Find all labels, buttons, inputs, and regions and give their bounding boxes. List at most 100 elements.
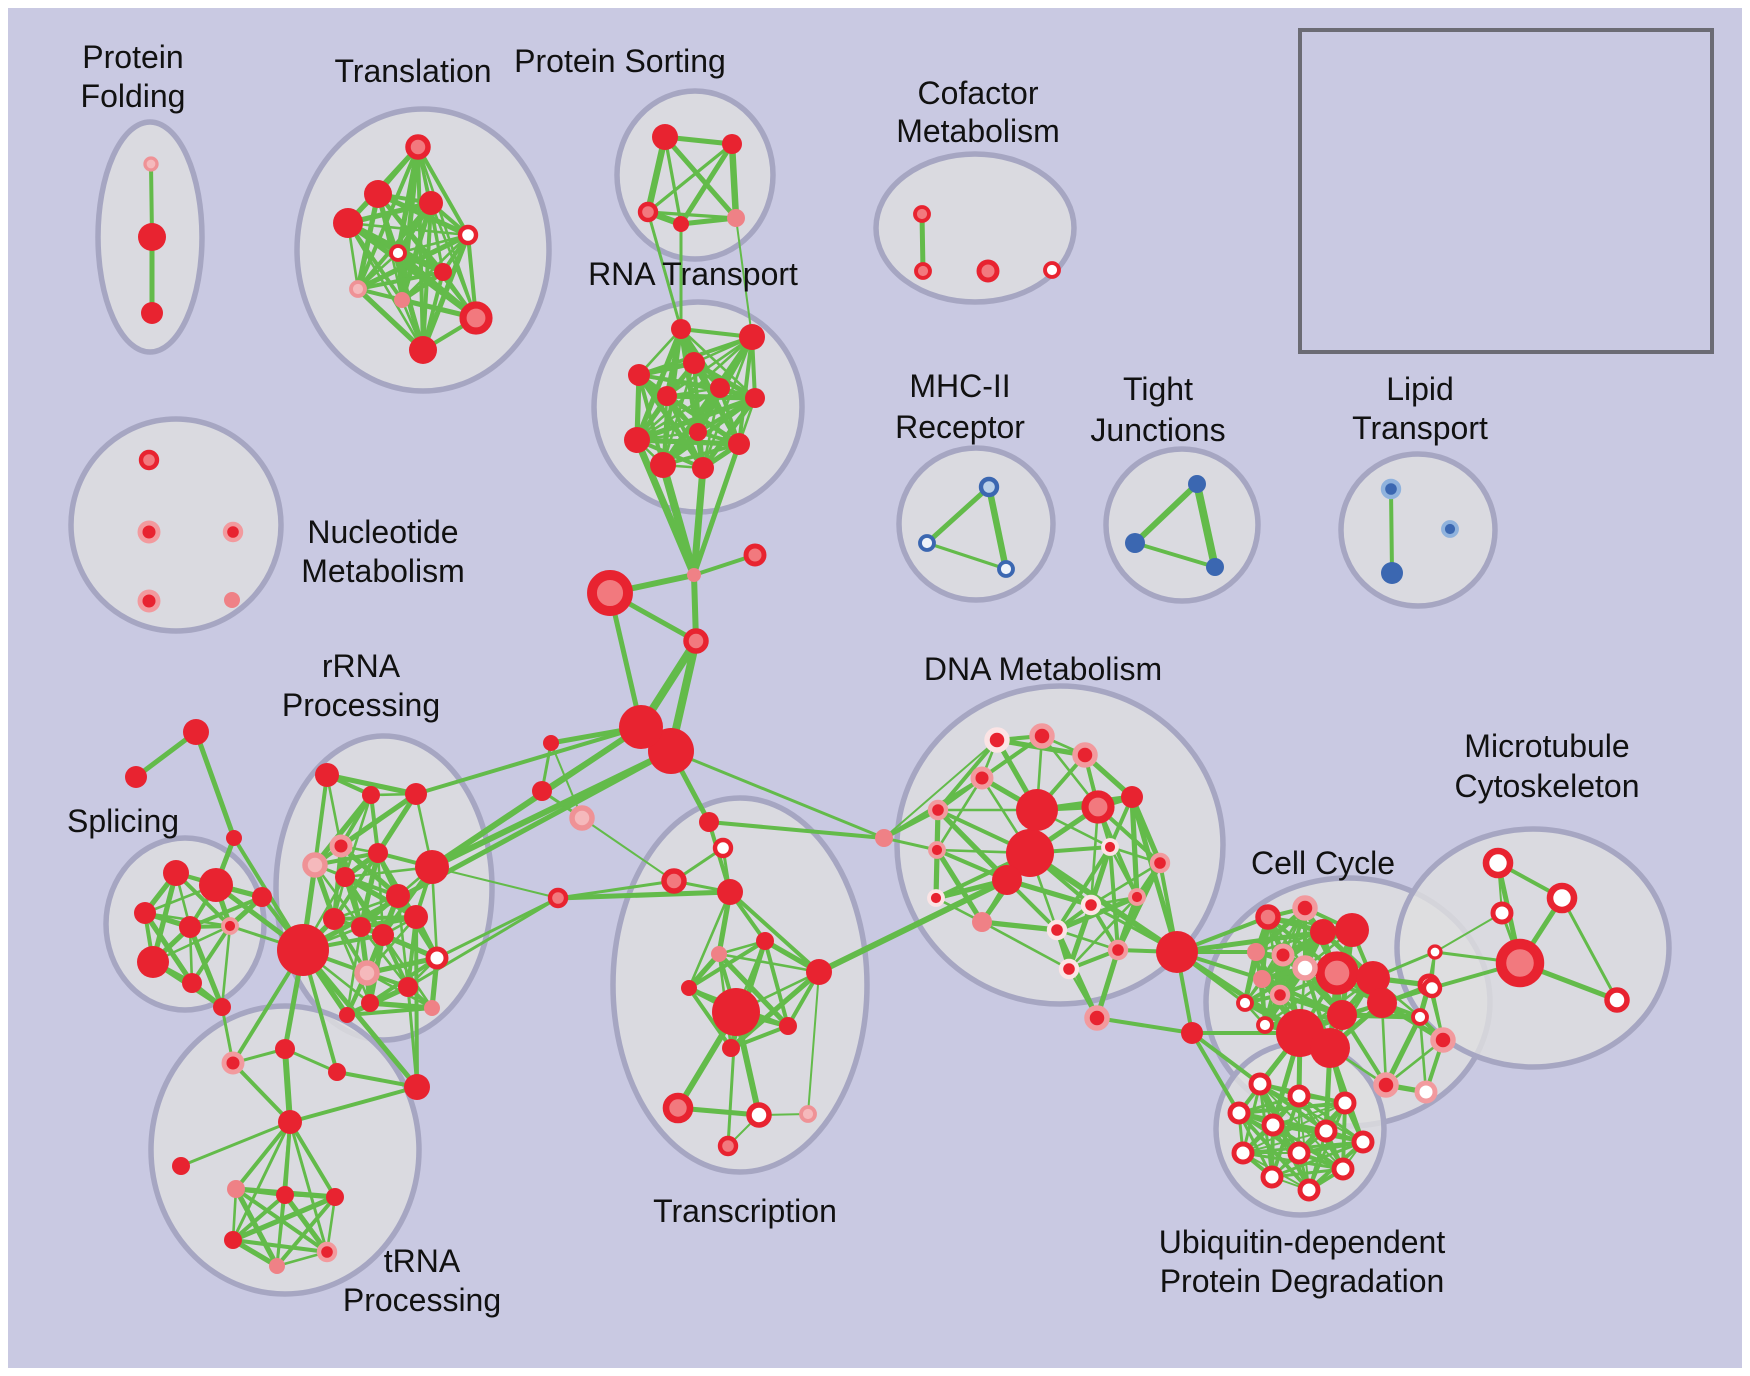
network-node-r14: [425, 946, 449, 970]
network-edge: [636, 372, 706, 471]
network-edge: [313, 773, 329, 867]
network-node-r9: [404, 905, 428, 929]
network-edge: [924, 484, 992, 546]
network-node-cc9: [1269, 984, 1291, 1006]
network-edge: [985, 483, 1010, 573]
cluster-label-cell-cycle: Cell Cycle: [1251, 845, 1395, 881]
network-node-rt6: [745, 388, 765, 408]
network-node-rt7: [689, 423, 707, 441]
network-edge: [435, 896, 560, 960]
network-node-cc6: [1292, 955, 1318, 981]
network-node-ub8: [1287, 1141, 1311, 1165]
network-node-d16: [1080, 894, 1102, 916]
network-node-j2: [587, 570, 633, 616]
network-edge: [312, 792, 374, 868]
network-edge: [646, 142, 734, 214]
network-node-d10: [1101, 838, 1119, 856]
network-edge: [707, 820, 886, 840]
network-node-m1: [1546, 882, 1578, 914]
network-node-ub9: [1331, 1157, 1355, 1181]
network-edge: [275, 1195, 337, 1268]
network-node-j0: [687, 568, 701, 582]
network-node-tl0: [405, 134, 431, 160]
network-edge: [1027, 850, 1180, 955]
network-node-ub1: [1287, 1084, 1311, 1108]
network-edge: [979, 919, 1060, 933]
network-edge: [395, 250, 479, 321]
network-node-s1: [199, 868, 233, 902]
network-node-cc14: [1327, 1000, 1357, 1030]
network-node-rt8: [624, 427, 650, 453]
network-node-r2: [405, 783, 427, 805]
network-node-d5: [1016, 789, 1058, 831]
network-node-tl2: [333, 208, 363, 238]
network-node-x8: [662, 1092, 694, 1124]
cluster-label-translation: Translation: [334, 53, 491, 89]
network-node-cc23: [1414, 1080, 1438, 1104]
network-node-nm3: [137, 589, 161, 613]
network-node-m4: [1495, 938, 1545, 988]
cluster-ellipse-cofactor-metabolism: [873, 151, 1077, 305]
network-edge: [581, 817, 675, 882]
network-edge: [356, 251, 400, 291]
network-node-cc2: [1310, 919, 1336, 945]
network-edge: [1108, 845, 1120, 952]
network-edge: [919, 211, 926, 274]
network-node-j12: [661, 868, 687, 894]
network-node-s4: [221, 917, 239, 935]
network-node-s2: [134, 902, 156, 924]
network-node-cc7: [1315, 951, 1359, 995]
network-node-d12: [928, 841, 946, 859]
network-node-rt10: [650, 452, 676, 478]
network-node-ub0: [1248, 1072, 1272, 1096]
network-edge: [1389, 487, 1394, 575]
network-node-ub3: [1227, 1101, 1251, 1125]
network-node-s0: [163, 860, 189, 886]
network-node-u5: [278, 1110, 302, 1134]
network-node-u10: [224, 1231, 242, 1249]
network-node-r3: [329, 834, 353, 858]
network-node-l1: [1441, 520, 1459, 538]
network-edge: [687, 890, 732, 990]
network-node-tl9: [459, 301, 493, 335]
network-edge: [646, 210, 683, 331]
network-node-r7: [415, 850, 449, 884]
network-node-rt2: [683, 352, 705, 374]
network-node-r15: [354, 960, 380, 986]
network-node-d4: [927, 799, 949, 821]
network-node-ps2: [637, 201, 659, 223]
network-node-c1: [1181, 1022, 1203, 1044]
network-edge: [332, 917, 372, 1005]
network-node-d8: [1081, 790, 1115, 824]
network-edge: [980, 920, 1071, 971]
network-node-d14: [972, 912, 992, 932]
network-edge: [816, 877, 1010, 975]
network-node-cc22: [1373, 1072, 1399, 1098]
network-node-nm0: [138, 449, 160, 471]
network-edge: [662, 134, 739, 221]
network-edge: [324, 772, 419, 797]
network-edge: [665, 335, 754, 398]
network-edge: [1095, 1016, 1194, 1035]
network-edge: [414, 725, 643, 796]
network-node-x2: [711, 946, 727, 962]
network-edge: [300, 947, 420, 1090]
network-edge: [381, 933, 434, 1010]
network-node-h1: [918, 534, 936, 552]
network-node-d3: [970, 766, 994, 790]
network-node-u2: [275, 1039, 295, 1059]
network-node-tl1: [364, 180, 392, 208]
network-node-l0: [1380, 478, 1402, 500]
network-edge: [717, 952, 821, 974]
network-node-d7: [992, 865, 1022, 895]
cluster-label-rna-transport: RNA Transport: [588, 256, 798, 292]
network-node-j13: [547, 887, 569, 909]
network-edge: [664, 393, 758, 401]
network-edge: [406, 985, 419, 1089]
legend-box: [1298, 28, 1714, 354]
network-edge: [1560, 896, 1619, 1002]
network-node-ub7: [1231, 1141, 1255, 1165]
network-node-r17: [361, 994, 379, 1012]
network-edge: [414, 915, 419, 1089]
network-node-x1: [756, 932, 774, 950]
